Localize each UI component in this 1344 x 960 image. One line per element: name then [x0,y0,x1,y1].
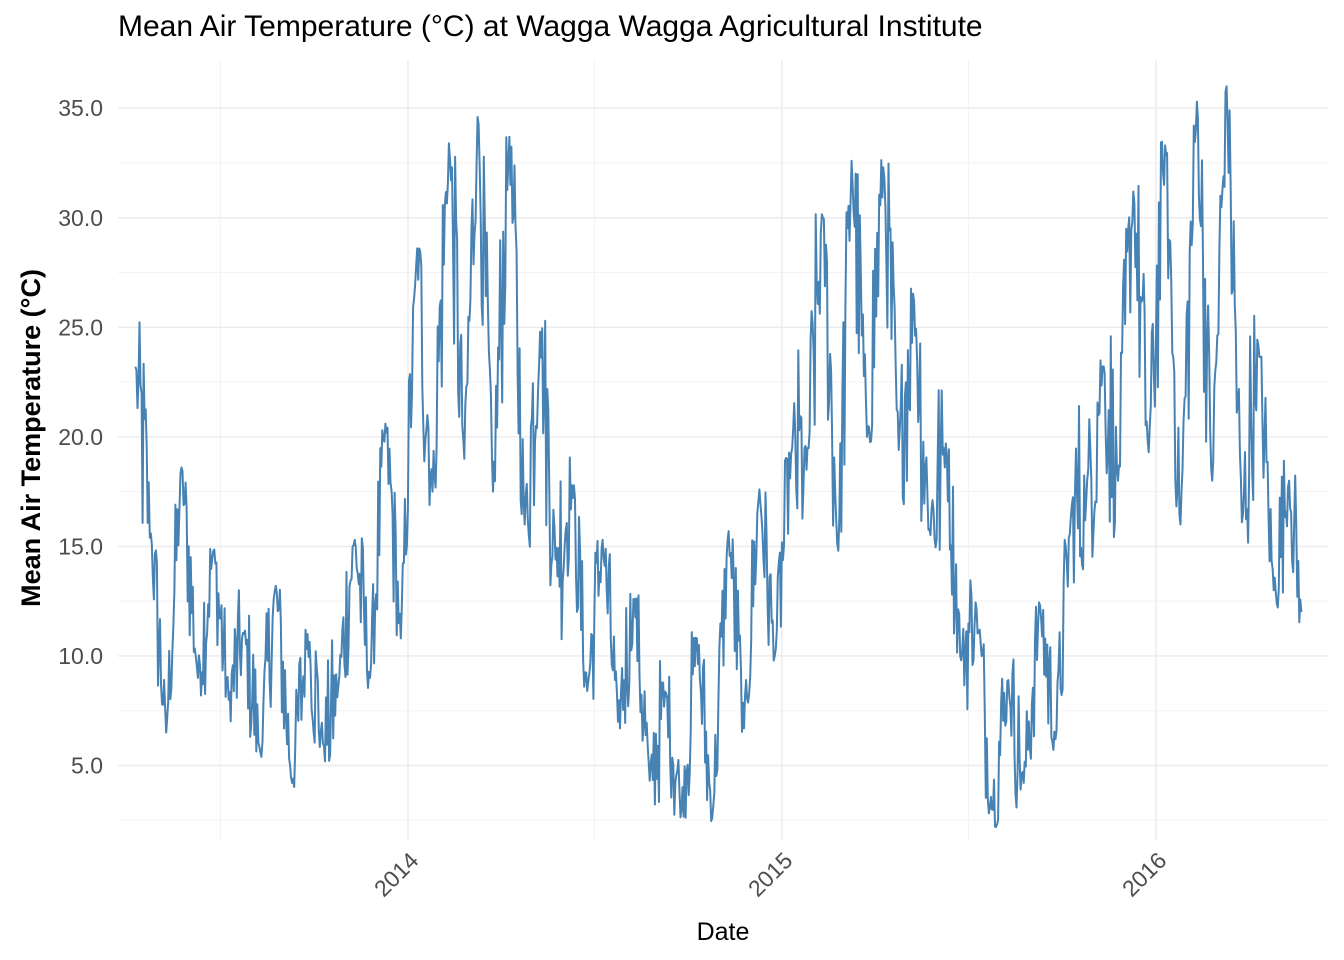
x-axis-title: Date [697,918,750,946]
x-tick-labels: 2014 2015 2016 [369,847,1171,902]
y-tick-label: 25.0 [58,314,103,340]
y-tick-label: 10.0 [58,643,103,669]
x-tick-label: 2016 [1117,847,1172,902]
minor-gridlines-x [219,60,969,840]
y-tick-labels: 5.0 10.0 15.0 20.0 25.0 30.0 35.0 [58,95,103,778]
series-layer [134,85,1303,828]
y-tick-label: 5.0 [71,753,103,779]
x-tick-label: 2014 [369,847,424,902]
y-tick-label: 20.0 [58,424,103,450]
y-tick-label: 35.0 [58,95,103,121]
minor-gridlines-y [118,162,1328,821]
y-tick-label: 15.0 [58,533,103,559]
y-axis-title: Mean Air Temperature (°C) [16,269,46,607]
chart-title: Mean Air Temperature (°C) at Wagga Wagga… [118,10,983,43]
y-tick-label: 30.0 [58,205,103,231]
temperature-line [134,85,1303,828]
x-tick-label: 2015 [743,847,798,902]
